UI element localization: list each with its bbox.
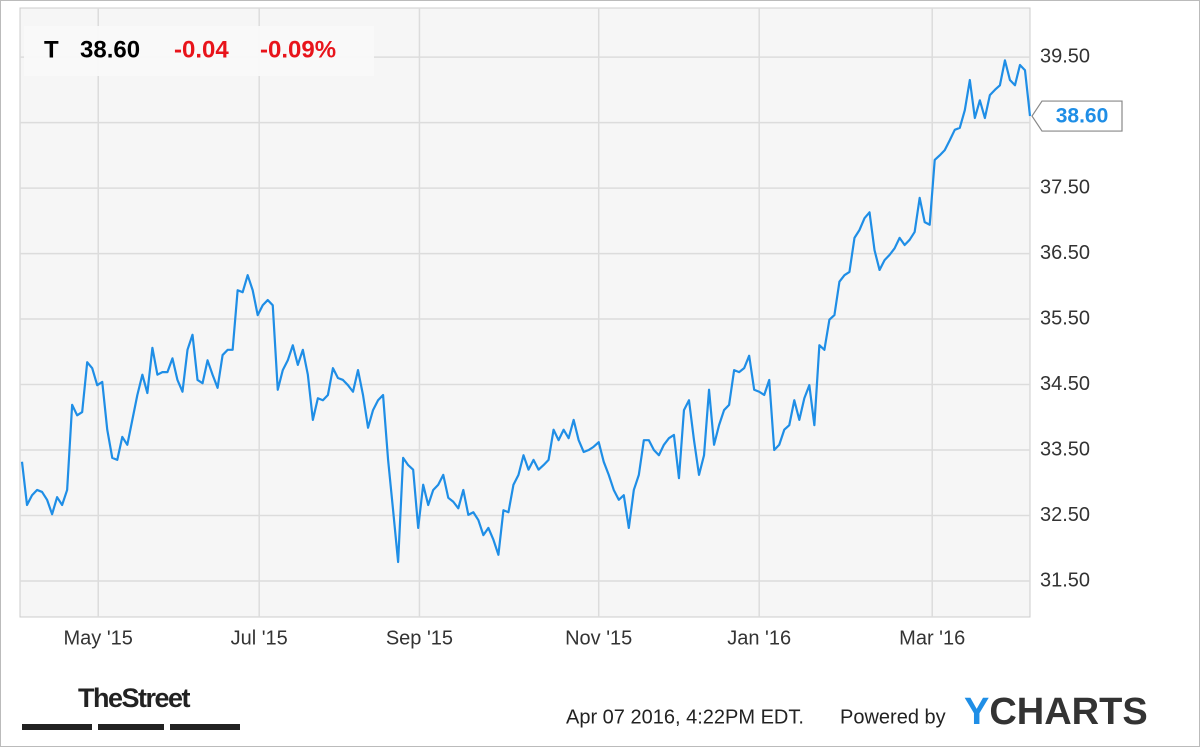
x-tick-label: Sep '15	[386, 627, 453, 649]
quote-box	[24, 26, 374, 76]
brand: YCHARTS	[964, 691, 1148, 733]
logo-bar	[170, 724, 240, 730]
x-tick-label: Mar '16	[899, 627, 965, 649]
change-pct: -0.09%	[260, 36, 336, 63]
symbol: T	[44, 36, 59, 63]
y-tick-label: 34.50	[1040, 373, 1090, 395]
x-tick-label: Nov '15	[565, 627, 632, 649]
price: 38.60	[80, 36, 140, 63]
y-tick-label: 31.50	[1040, 569, 1090, 591]
y-tick-label: 35.50	[1040, 307, 1090, 329]
plot-area	[19, 7, 1031, 618]
change: -0.04	[174, 36, 229, 63]
y-tick-label: 33.50	[1040, 438, 1090, 460]
timestamp: Apr 07 2016, 4:22PM EDT.	[566, 706, 804, 728]
source-logo: TheStreet	[78, 683, 191, 713]
x-tick-label: Jan '16	[727, 627, 791, 649]
y-tick-label: 39.50	[1040, 45, 1090, 67]
y-tick-label: 32.50	[1040, 504, 1090, 526]
price-line	[20, 59, 1032, 564]
powered-by: Powered by	[840, 706, 946, 728]
price-tag	[1031, 100, 1123, 132]
logo-bar	[22, 724, 92, 730]
y-tick-label: 36.50	[1040, 242, 1090, 264]
x-tick-label: Jul '15	[231, 627, 288, 649]
x-tick-label: May '15	[64, 627, 133, 649]
series	[20, 59, 1032, 564]
y-tick-label: 37.50	[1040, 176, 1090, 198]
logo-bar	[98, 724, 164, 730]
price-tag-label: 38.60	[1056, 105, 1109, 128]
